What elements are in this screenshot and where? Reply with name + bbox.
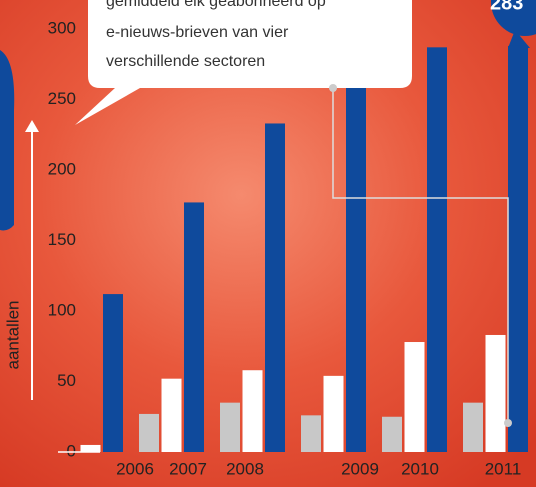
annotation-line: e-nieuws-brieven van vier <box>106 24 289 41</box>
bar <box>382 416 402 452</box>
corner-label: 283 <box>490 0 523 14</box>
arrow-head <box>25 120 39 132</box>
annotation-line: verschillende sectoren <box>106 53 265 70</box>
x-tick-label: 2008 <box>226 459 264 478</box>
connector-dot <box>504 419 512 427</box>
y-tick-label: 100 <box>48 300 76 319</box>
bar <box>184 202 204 452</box>
bar <box>301 415 321 452</box>
x-tick-label: 2006 <box>116 459 154 478</box>
y-tick-label: 300 <box>48 18 76 37</box>
y-tick-label: 50 <box>57 371 76 390</box>
badge-tail <box>508 30 530 48</box>
bar <box>265 123 285 452</box>
bar <box>485 334 506 452</box>
bar <box>508 45 528 453</box>
figure-silhouette <box>0 50 15 231</box>
x-tick-label: 2007 <box>169 459 207 478</box>
bar <box>103 294 123 452</box>
x-tick-label: 2010 <box>401 459 439 478</box>
connector-dot <box>329 84 337 92</box>
bar <box>346 82 366 452</box>
speech-bubble <box>75 0 412 125</box>
x-tick-label: 2009 <box>341 459 379 478</box>
bar <box>242 370 263 452</box>
y-tick-label: 0 <box>67 441 76 460</box>
annotation-line: gemiddeld elk geabonneerd op <box>106 0 326 10</box>
y-axis-label: aantallen <box>3 300 22 369</box>
y-tick-label: 250 <box>48 89 76 108</box>
bar <box>161 378 182 452</box>
bar <box>139 413 159 452</box>
bar <box>427 47 447 453</box>
bar <box>463 402 483 452</box>
y-tick-label: 200 <box>48 159 76 178</box>
bar <box>220 402 240 452</box>
plot: 0 50 100 150 200 250 300 2006 2007 2008 2009 2010 20… <box>48 18 528 478</box>
connector-line <box>332 88 509 423</box>
bar <box>80 444 101 452</box>
x-tick-label: 2011 <box>485 459 522 478</box>
bar <box>323 375 344 452</box>
bar <box>404 342 425 452</box>
corner-badge <box>491 0 536 36</box>
y-tick-label: 150 <box>48 230 76 249</box>
